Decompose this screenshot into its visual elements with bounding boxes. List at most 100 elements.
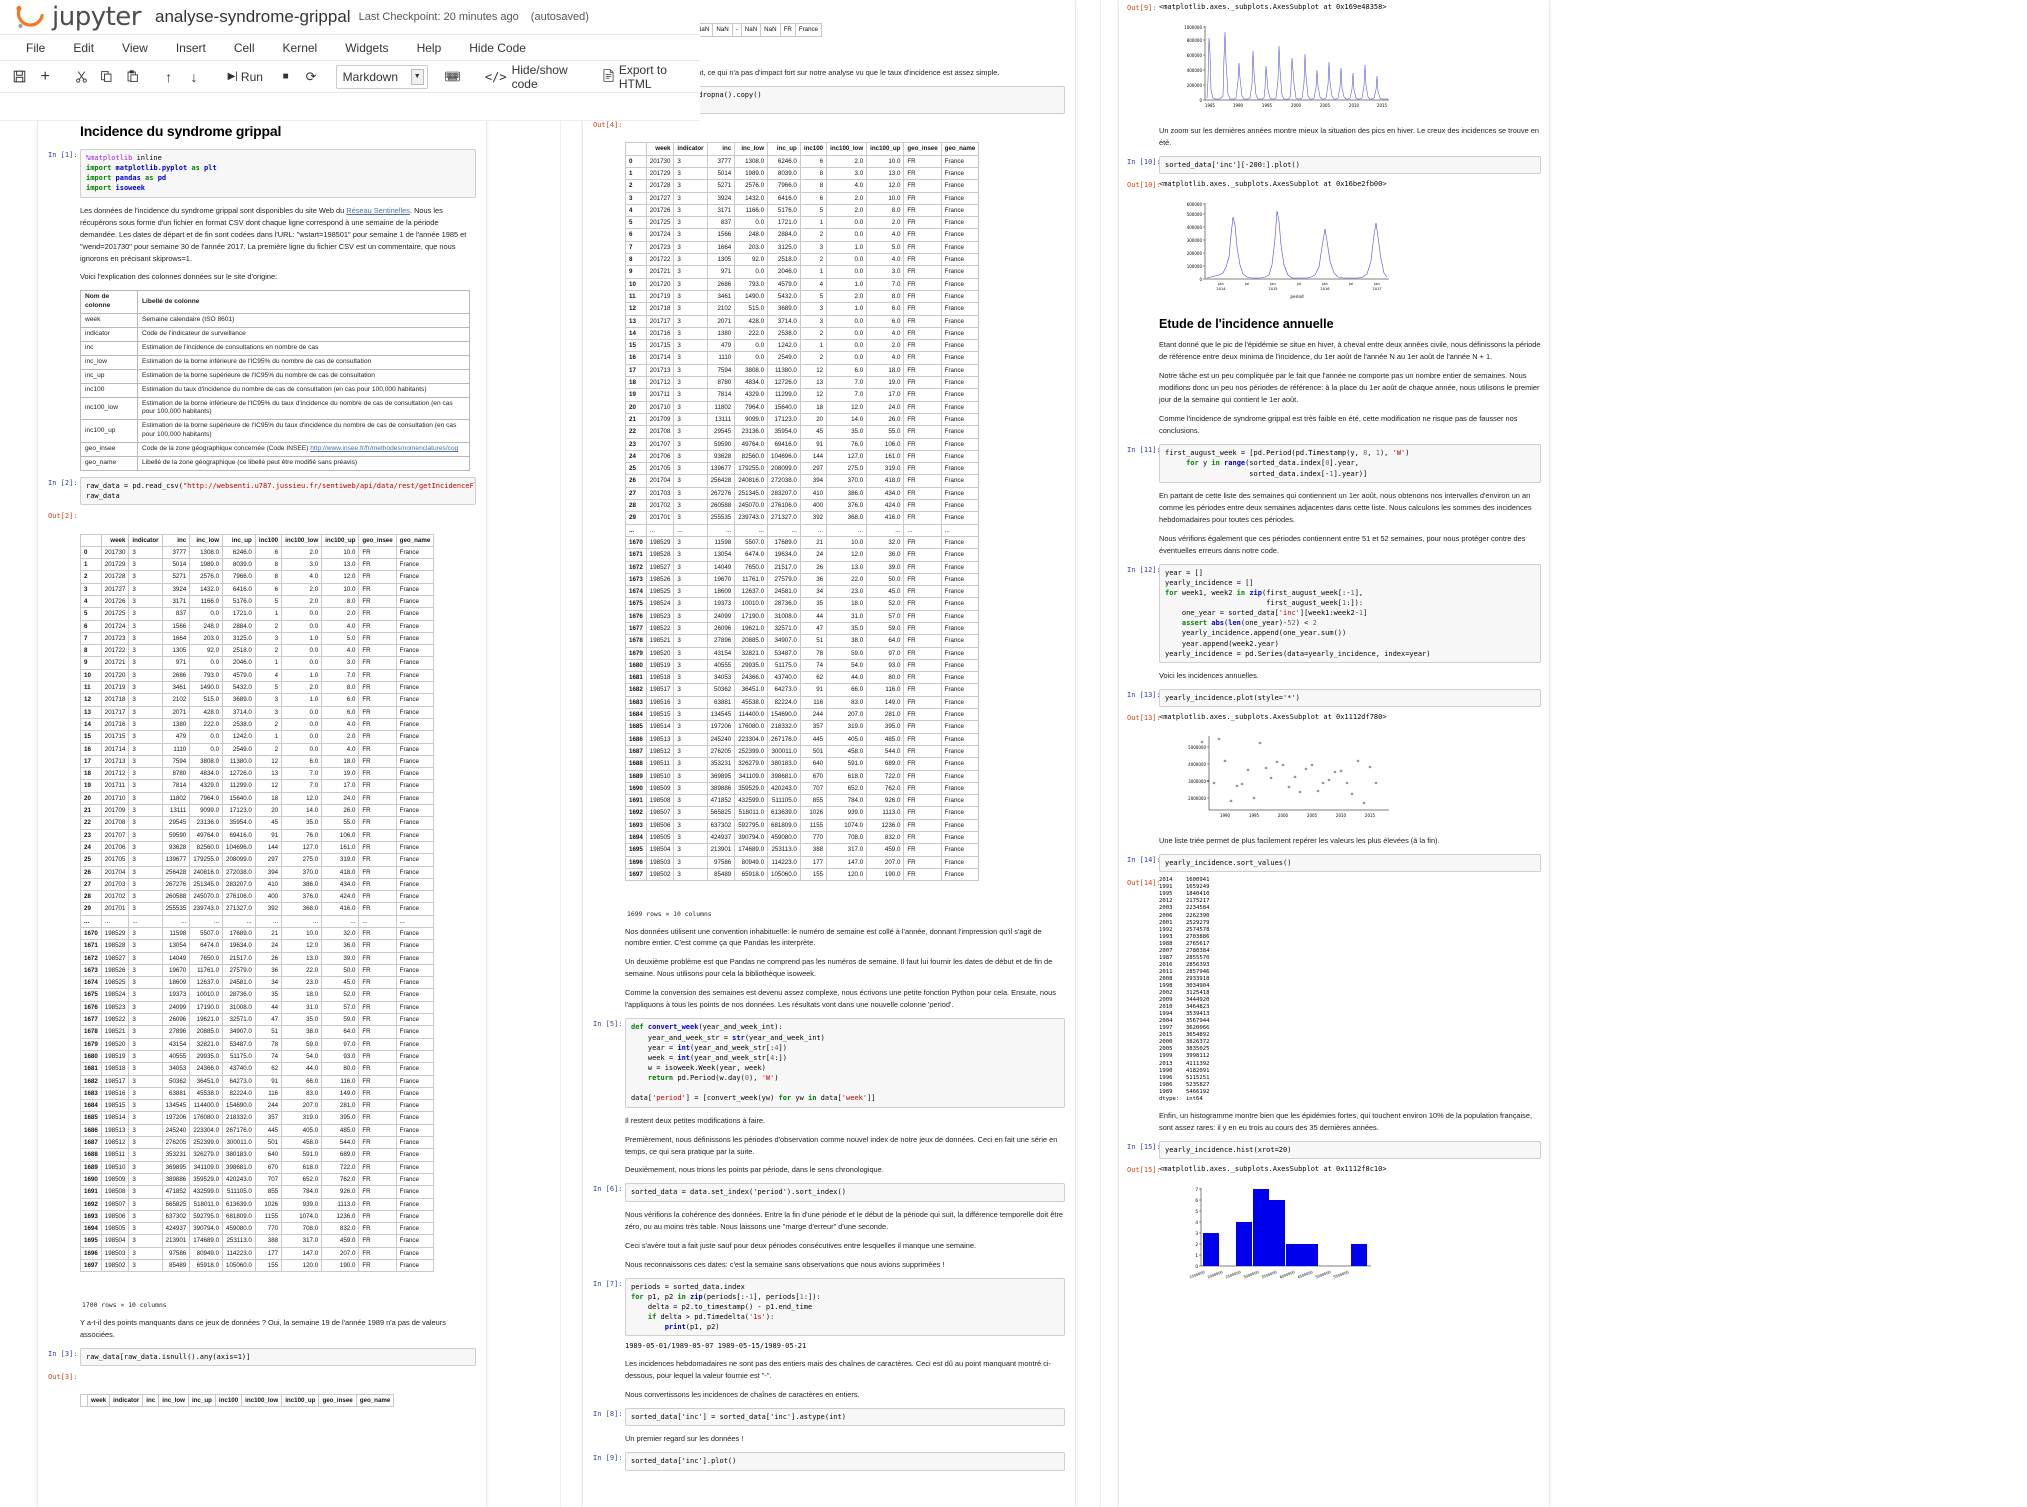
code-editor-9[interactable]: sorted_data['inc'].plot() xyxy=(625,1452,1065,1471)
df-cell-inc100: 1 xyxy=(254,730,283,744)
jupyter-logo-icon[interactable] xyxy=(14,3,48,31)
code-cell-7[interactable]: In [7]: periods = sorted_data.index for … xyxy=(593,1277,1065,1337)
df-cell-geo_insee: FR xyxy=(358,1148,397,1162)
df-cell-geo_name: France xyxy=(395,840,435,855)
df-cell-inc: 13054 xyxy=(161,939,191,953)
hide-show-code-button[interactable]: </> Hide/show code xyxy=(477,63,593,91)
code-editor-2[interactable]: raw_data = pd.read_csv("http://websenti.… xyxy=(80,476,476,506)
code-editor-5[interactable]: def convert_week(year_and_week_int): yea… xyxy=(625,1018,1065,1108)
df-cell-week: 198508 xyxy=(645,794,675,808)
df-cell-inc_up: 8039.0 xyxy=(767,166,801,181)
save-button[interactable] xyxy=(8,65,31,89)
df-row-index: 12 xyxy=(625,302,647,316)
df-cell-week: 201714 xyxy=(645,351,675,365)
df-cell-inc100: 91 xyxy=(254,828,283,842)
code-editor-14[interactable]: yearly_incidence.sort_values() xyxy=(1159,854,1541,873)
code-cell-13[interactable]: In [13]: yearly_incidence.plot(style='*'… xyxy=(1127,688,1541,708)
restart-kernel-button[interactable]: ⟳ xyxy=(305,68,317,84)
insert-cell-button[interactable]: + xyxy=(40,67,50,85)
code-cell-12[interactable]: In [12]: year = [] yearly_incidence = []… xyxy=(1127,563,1541,663)
code-cell-14[interactable]: In [14]: yearly_incidence.sort_values() xyxy=(1127,854,1541,873)
df-cell-geo_name: France xyxy=(940,867,980,882)
df-cell-week: 201710 xyxy=(100,791,130,806)
interrupt-kernel-button[interactable]: ■ xyxy=(282,71,289,82)
code-cell-5[interactable]: In [5]: def convert_week(year_and_week_i… xyxy=(593,1018,1065,1108)
code-cell-2[interactable]: In [2]: raw_data = pd.read_csv("http://w… xyxy=(48,476,476,506)
df-cell-inc_up: 276106.0 xyxy=(767,499,801,513)
df-cell-inc: 11802 xyxy=(161,791,191,806)
spec-row: inc Estimation de l'incidence de consulta… xyxy=(80,341,471,356)
code-editor-15[interactable]: yearly_incidence.hist(xrot=20) xyxy=(1159,1140,1541,1159)
export-to-html-button[interactable]: Export to HTML xyxy=(595,63,700,91)
df-row-index: 7 xyxy=(625,240,647,255)
code-cell-3[interactable]: In [3]: raw_data[raw_data.isnull().any(a… xyxy=(48,1347,476,1366)
menu-item-view[interactable]: View xyxy=(122,40,148,55)
df-cell-inc: 2102 xyxy=(161,693,191,707)
code-cell-9-partial[interactable]: In [9]: sorted_data['inc'].plot() xyxy=(593,1452,1065,1471)
df-cell-inc: 565825 xyxy=(706,806,736,820)
df-cell-inc_low: 19621.0 xyxy=(189,1013,224,1027)
code-editor-3[interactable]: raw_data[raw_data.isnull().any(axis=1)] xyxy=(80,1347,476,1366)
code-editor-1[interactable]: %matplotlib inline import matplotlib.pyp… xyxy=(80,149,476,198)
svg-text:2015: 2015 xyxy=(1365,813,1376,818)
menu-item-hide-code[interactable]: Hide Code xyxy=(469,40,526,55)
df-cell-inc100_up: 2.0 xyxy=(321,607,360,621)
df-row-index: 1676 xyxy=(625,609,647,623)
df-cell-inc100_up: 93.0 xyxy=(321,1049,360,1064)
keyboard-shortcuts-button[interactable] xyxy=(441,65,464,89)
code-cell-1[interactable]: In [1]: %matplotlib inline import matplo… xyxy=(48,149,476,198)
table-row: 24 201706 3 93628 82560.0 104696.0 144 127.0 161… xyxy=(625,449,980,464)
print-column-3: Out[9]: <matplotlib.axes._subplots.AxesS… xyxy=(1100,0,2027,1507)
code-editor-13[interactable]: yearly_incidence.plot(style='*') xyxy=(1159,688,1541,708)
code-editor-11[interactable]: first_august_week = [pd.Period(pd.Timest… xyxy=(1159,444,1541,483)
svg-text:2015: 2015 xyxy=(1377,103,1388,108)
paste-cell-button[interactable] xyxy=(121,65,144,89)
menu-item-file[interactable]: File xyxy=(26,40,46,55)
code-cell-10[interactable]: In [10]: sorted_data['inc'][-200:].plot(… xyxy=(1127,156,1541,175)
code-cell-15[interactable]: In [15]: yearly_incidence.hist(xrot=20) xyxy=(1127,1140,1541,1159)
menu-item-widgets[interactable]: Widgets xyxy=(345,40,389,55)
df-cell-inc100: 1 xyxy=(799,216,828,230)
svg-text:*: * xyxy=(1201,740,1204,747)
df-cell-indicator: 3 xyxy=(128,644,163,658)
menu-item-help[interactable]: Help xyxy=(416,40,442,55)
df-cell-inc: 29545 xyxy=(161,816,191,830)
cell-type-select[interactable]: Markdown ▼ xyxy=(335,64,428,89)
df-cell-week: 201726 xyxy=(100,594,130,609)
code-cell-11[interactable]: In [11]: first_august_week = [pd.Period(… xyxy=(1127,444,1541,483)
output-cell-9: Out[9]: <matplotlib.axes._subplots.AxesS… xyxy=(1127,2,1541,12)
move-cell-up-button[interactable]: ↑ xyxy=(165,68,173,85)
insee-link[interactable]: http://www.insee.fr/fr/methodes/nomencla… xyxy=(310,445,459,453)
table-row: 1694 198505 3 424937 390794.0 459080.0 770 708.… xyxy=(80,1222,435,1236)
run-cell-button[interactable]: ▶| Run xyxy=(219,65,272,89)
code-editor-6[interactable]: sorted_data = data.set_index('period').s… xyxy=(625,1183,1065,1202)
df-cell-week: 201707 xyxy=(645,437,675,451)
code-cell-6[interactable]: In [6]: sorted_data = data.set_index('pe… xyxy=(593,1183,1065,1202)
reseau-sentinelles-link[interactable]: Réseau Sentinelles xyxy=(346,205,410,215)
df-col-inc_low: inc_low xyxy=(734,142,769,156)
code-editor-12[interactable]: year = [] yearly_incidence = [] for week… xyxy=(1159,563,1541,663)
move-cell-down-button[interactable]: ↓ xyxy=(190,68,198,85)
code-cell-8[interactable]: In [8]: sorted_data['inc'] = sorted_data… xyxy=(593,1408,1065,1427)
code-editor-8[interactable]: sorted_data['inc'] = sorted_data['inc'].… xyxy=(625,1408,1065,1427)
menu-item-kernel[interactable]: Kernel xyxy=(282,40,318,55)
cut-cell-button[interactable] xyxy=(70,65,93,89)
code-editor-10[interactable]: sorted_data['inc'][-200:].plot() xyxy=(1159,156,1541,175)
svg-text:2: 2 xyxy=(1195,1242,1198,1247)
df-cell-inc: 139677 xyxy=(706,462,736,476)
df-cell-inc_up: 11380.0 xyxy=(767,363,801,378)
menu-item-insert[interactable]: Insert xyxy=(175,40,206,55)
df-cell-inc_up: 420243.0 xyxy=(767,781,801,796)
df-cell-inc100_low: 2.0 xyxy=(826,154,868,169)
menu-item-cell[interactable]: Cell xyxy=(233,40,255,55)
df-cell-week: 198520 xyxy=(645,646,675,660)
df-cell-inc100_low: 7.0 xyxy=(281,767,323,781)
svg-text:4500000: 4500000 xyxy=(1297,1270,1314,1279)
code-editor-7[interactable]: periods = sorted_data.index for p1, p2 i… xyxy=(625,1277,1065,1337)
df-cell-geo_name: ... xyxy=(395,914,435,929)
df-row-index: 1688 xyxy=(625,757,647,771)
menu-item-edit[interactable]: Edit xyxy=(73,40,95,55)
notebook-name[interactable]: analyse-syndrome-grippal xyxy=(154,7,351,26)
copy-cell-button[interactable] xyxy=(95,65,118,89)
